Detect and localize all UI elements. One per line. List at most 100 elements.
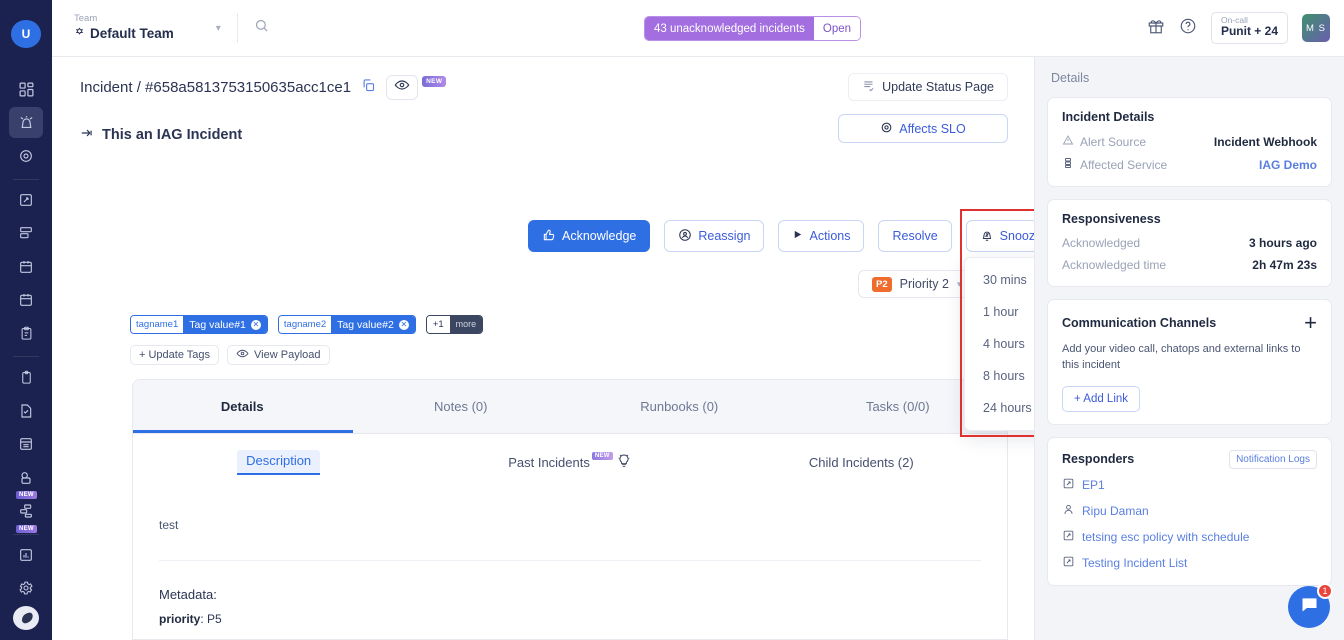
actions-button[interactable]: Actions <box>778 220 865 252</box>
snooze-option-8-hours[interactable]: 8 hours <box>983 369 1025 383</box>
search-button[interactable] <box>254 18 269 38</box>
snooze-option-4-hours[interactable]: 4 hours <box>983 337 1025 351</box>
snooze-option-30-mins[interactable]: 30 mins <box>983 273 1027 287</box>
unacknowledged-incidents-pill[interactable]: 43 unacknowledged incidents Open <box>644 16 862 41</box>
snooze-button[interactable]: Snooze <box>965 220 1034 252</box>
snooze-dropdown-menu[interactable]: 30 mins 1 hour 4 hours 8 hours 24 hours <box>964 257 1034 431</box>
help-icon[interactable] <box>1179 17 1197 40</box>
communication-heading-row: Communication Channels + <box>1062 312 1317 334</box>
tag-key: tagname1 <box>131 316 184 333</box>
tab-notes[interactable]: Notes (0) <box>434 399 488 414</box>
snooze-option-24-hours[interactable]: 24 hours <box>983 401 1032 415</box>
sidebar-item-calendar-2[interactable] <box>9 284 43 315</box>
responders-heading: Responders <box>1062 452 1135 467</box>
incident-action-buttons: Acknowledge Reassign Actions <box>528 220 1034 252</box>
communication-heading: Communication Channels <box>1062 316 1217 330</box>
priority-selector[interactable]: P2 Priority 2 ▾ <box>858 270 976 298</box>
tag-chip[interactable]: tagname2 Tag value#2 ✕ <box>277 315 416 334</box>
sidebar-item-analytics[interactable] <box>9 539 43 570</box>
user-icon <box>1062 503 1075 519</box>
top-bar: Team Default Team ▾ 43 unacknowledg <box>52 0 1344 57</box>
add-link-button[interactable]: + Add Link <box>1062 385 1141 412</box>
sidebar-item-settings[interactable] <box>9 573 43 604</box>
intercom-launcher[interactable]: 1 <box>1288 583 1333 628</box>
add-channel-icon[interactable]: + <box>1304 310 1317 335</box>
team-label: Team <box>74 13 98 25</box>
team-badge-icon <box>74 27 85 42</box>
update-status-page-row: Update Status Page <box>848 73 1008 101</box>
sidebar-item-services[interactable] <box>9 140 43 171</box>
sidebar-item-dashboard[interactable] <box>9 74 43 105</box>
unacknowledged-count: 43 unacknowledged incidents <box>645 17 814 40</box>
sidebar-item-calendar[interactable] <box>9 251 43 282</box>
gear-icon <box>18 580 34 596</box>
incident-subtitle-text: This an IAG Incident <box>102 127 243 143</box>
alert-source-key-wrap: Alert Source <box>1062 134 1146 149</box>
account-avatar[interactable]: M S <box>1302 14 1330 42</box>
subtab-child-incidents[interactable]: Child Incidents (2) <box>716 455 1007 470</box>
responder-item[interactable]: Testing Incident List <box>1062 555 1317 571</box>
responsiveness-heading: Responsiveness <box>1062 212 1161 226</box>
brand-logo[interactable] <box>13 606 39 631</box>
list-rows-icon <box>18 225 34 241</box>
topbar-divider <box>236 13 238 43</box>
affected-service-value[interactable]: IAG Demo <box>1258 157 1317 172</box>
notification-logs-button[interactable]: Notification Logs <box>1229 449 1317 469</box>
incident-status-open[interactable]: Open <box>813 17 861 40</box>
sidebar-item-edit[interactable] <box>9 184 43 215</box>
chevron-down-icon[interactable]: ▾ <box>215 22 221 34</box>
more-tags-label: more <box>449 316 483 333</box>
alert-source-value: Incident Webhook <box>1213 134 1317 149</box>
sub-tabs: Description Past Incidents NEW Child Inc… <box>133 434 1007 490</box>
sidebar-item-tasks[interactable] <box>9 362 43 393</box>
sidebar-item-workflows[interactable]: NEW <box>9 495 43 533</box>
sidebar-item-clipboard[interactable] <box>9 318 43 349</box>
incident-main: Incident / #658a5813753150635acc1ce1 NEW <box>52 57 1034 640</box>
view-payload-button[interactable]: View Payload <box>227 345 330 365</box>
acknowledged-time-key: Acknowledged time <box>1062 258 1167 272</box>
team-selector[interactable]: Team Default Team ▾ <box>52 13 221 42</box>
tab-tasks[interactable]: Tasks (0/0) <box>865 399 930 414</box>
remove-tag-icon[interactable]: ✕ <box>250 319 261 330</box>
affected-service-row: Affected Service IAG Demo <box>1062 157 1317 172</box>
oncall-selector[interactable]: On-call Punit + 24 <box>1210 11 1288 45</box>
responder-item[interactable]: EP1 <box>1062 477 1317 493</box>
sidebar-item-postmortem[interactable]: NEW <box>9 462 43 500</box>
intercom-unread-badge: 1 <box>1317 583 1333 599</box>
responder-item[interactable]: tetsing esc policy with schedule <box>1062 529 1317 545</box>
sidebar-item-incidents[interactable] <box>9 106 43 139</box>
description-body: test Metadata: priority: P5 <box>133 490 1007 626</box>
tab-details[interactable]: Details <box>133 380 352 433</box>
subtab-past-incidents[interactable]: Past Incidents NEW <box>424 452 715 472</box>
slo-target-icon <box>880 121 893 137</box>
update-status-page-button[interactable]: Update Status Page <box>848 73 1008 101</box>
more-tags-chip[interactable]: +1 more <box>425 315 484 334</box>
gift-icon[interactable] <box>1147 17 1165 40</box>
copy-icon[interactable] <box>361 78 376 98</box>
subtab-description[interactable]: Description <box>133 449 424 475</box>
resolve-button[interactable]: Resolve <box>878 220 952 252</box>
sidebar-item-document[interactable] <box>9 395 43 426</box>
more-tags-count: +1 <box>426 316 450 333</box>
reassign-button[interactable]: Reassign <box>664 220 765 252</box>
priority-label: Priority 2 <box>899 277 949 291</box>
tag-value: Tag value#1 <box>189 318 246 331</box>
tab-runbooks[interactable]: Runbooks (0) <box>640 399 719 414</box>
remove-tag-icon[interactable]: ✕ <box>398 319 409 330</box>
update-tags-button[interactable]: + Update Tags <box>130 345 220 365</box>
acknowledged-time-row: Acknowledged time 2h 47m 23s <box>1062 258 1317 272</box>
rail-divider <box>13 533 39 535</box>
acknowledge-button[interactable]: Acknowledge <box>528 220 651 252</box>
sidebar-item-schedules-list[interactable] <box>9 218 43 249</box>
warning-triangle-icon <box>1062 134 1074 149</box>
metadata-value: : P5 <box>200 612 222 626</box>
responder-item[interactable]: Ripu Daman <box>1062 503 1317 519</box>
snooze-option-1-hour[interactable]: 1 hour <box>983 305 1019 319</box>
postmortem-icon <box>18 470 34 486</box>
sidebar-item-status-page[interactable] <box>9 429 43 460</box>
tag-chip[interactable]: tagname1 Tag value#1 ✕ <box>130 315 268 334</box>
watch-incident-button[interactable] <box>386 75 419 100</box>
user-avatar[interactable]: U <box>11 20 41 48</box>
affects-slo-button[interactable]: Affects SLO <box>838 114 1008 143</box>
update-status-page-label: Update Status Page <box>882 80 994 94</box>
